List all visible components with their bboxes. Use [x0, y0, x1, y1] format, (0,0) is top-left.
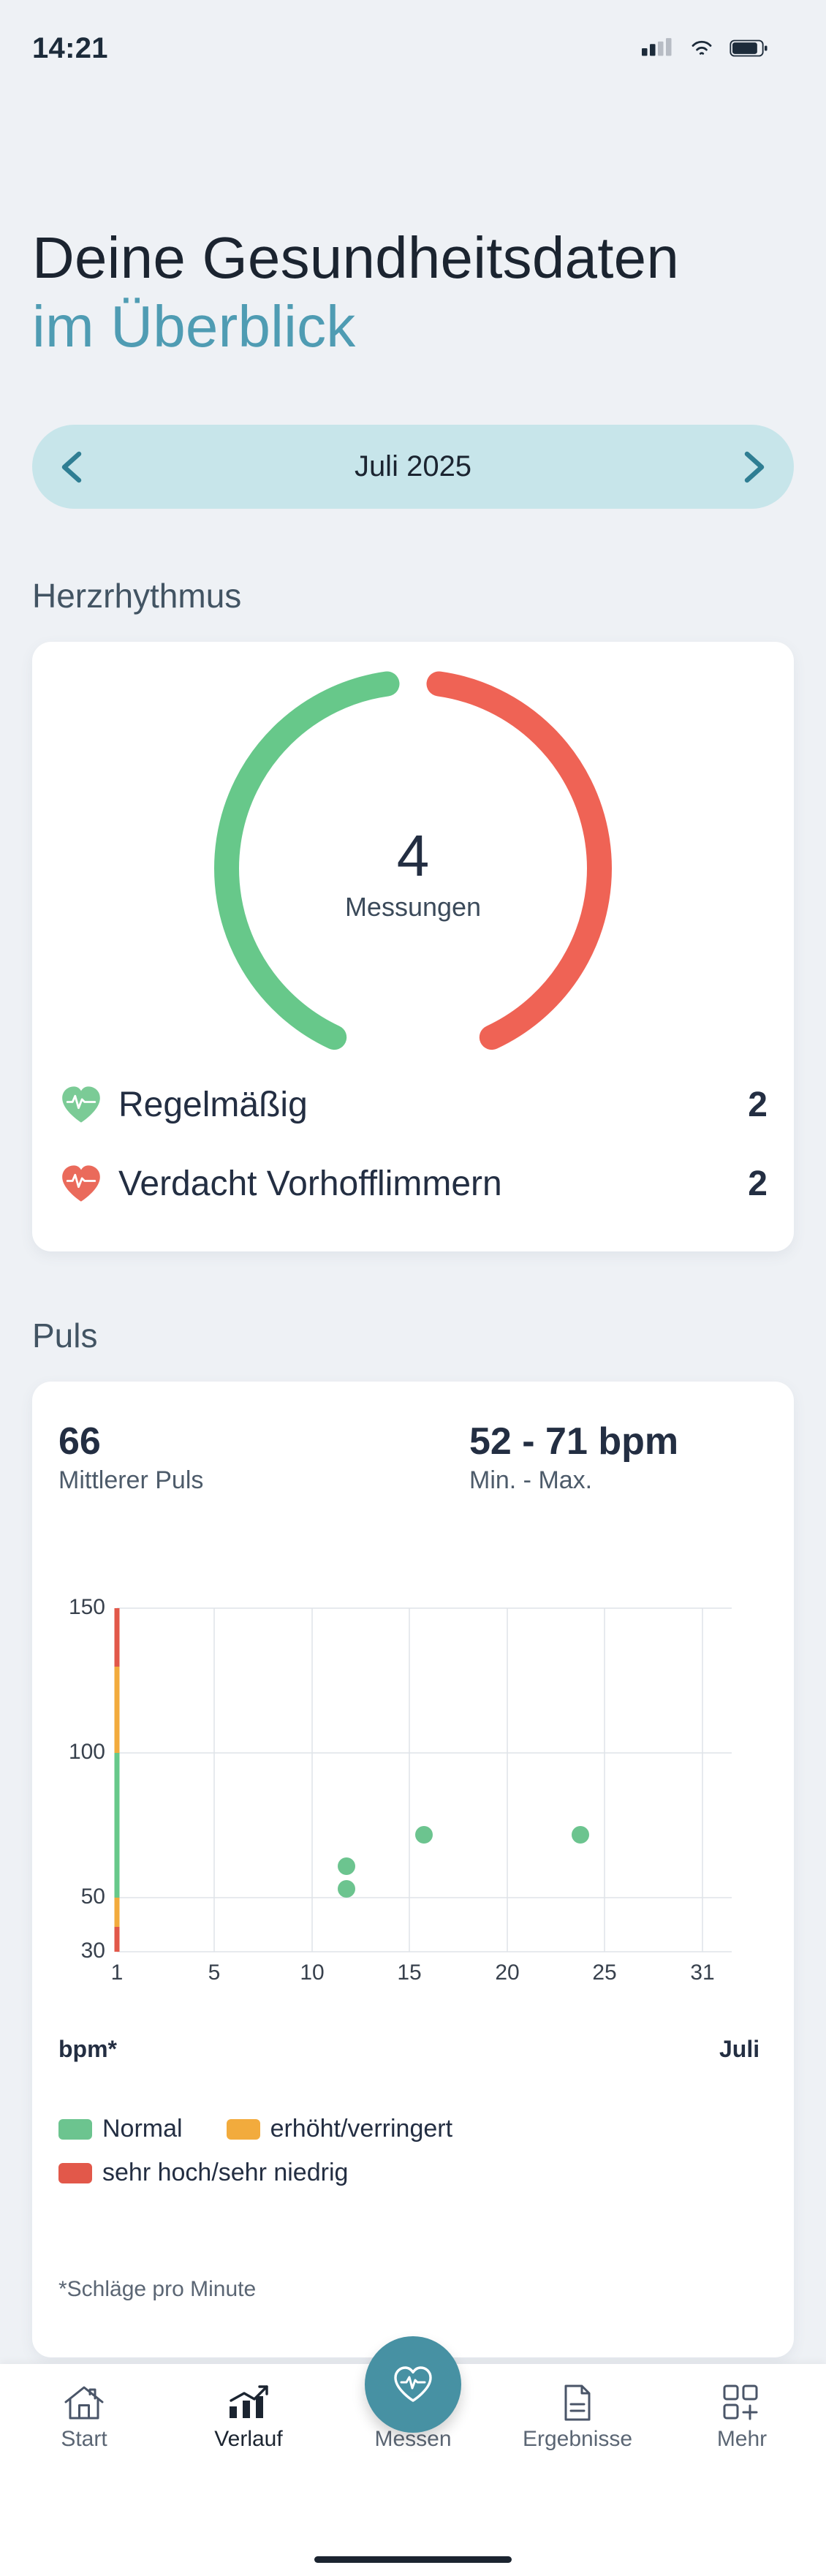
- svg-text:1: 1: [111, 1961, 124, 1985]
- svg-text:100: 100: [69, 1740, 105, 1764]
- svg-text:50: 50: [81, 1884, 105, 1909]
- svg-text:10: 10: [300, 1961, 324, 1985]
- svg-text:25: 25: [592, 1961, 616, 1985]
- svg-text:30: 30: [81, 1939, 105, 1963]
- svg-text:Messungen: Messungen: [345, 892, 481, 922]
- svg-text:4: 4: [397, 823, 430, 888]
- svg-text:31: 31: [690, 1961, 714, 1985]
- svg-text:150: 150: [69, 1595, 105, 1619]
- svg-text:15: 15: [397, 1961, 421, 1985]
- svg-text:20: 20: [495, 1961, 519, 1985]
- svg-text:5: 5: [208, 1961, 221, 1985]
